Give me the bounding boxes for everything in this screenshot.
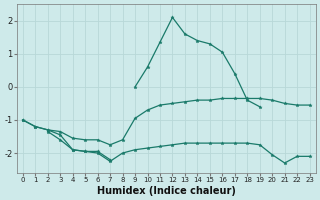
X-axis label: Humidex (Indice chaleur): Humidex (Indice chaleur) bbox=[97, 186, 236, 196]
